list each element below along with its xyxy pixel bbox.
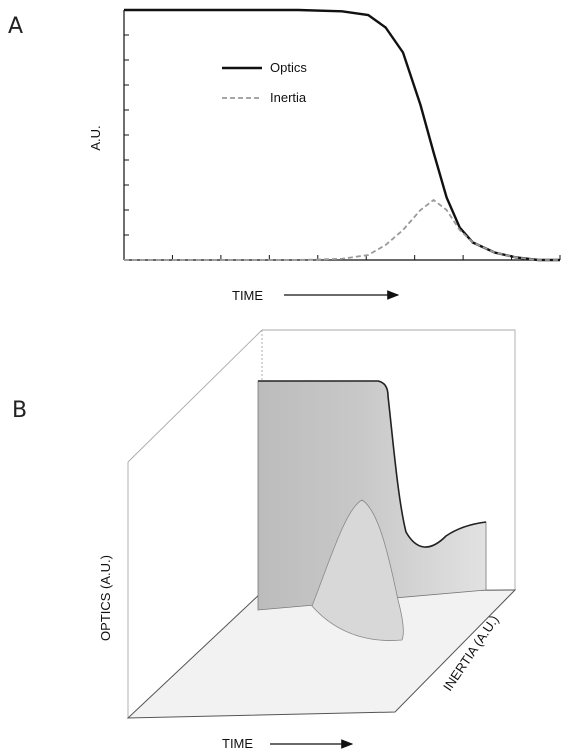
legend-label-optics: Optics: [270, 60, 307, 75]
panel-label-b: B: [12, 398, 28, 423]
panel-label-a: A: [8, 14, 24, 39]
surface-optics-ridge: [258, 380, 487, 548]
surface-inertia-peak: [311, 499, 404, 641]
series-line-inertia: [124, 198, 560, 261]
back-wall-edges: [262, 329, 516, 590]
box-wireframe: [127, 329, 516, 718]
surface: [257, 380, 487, 641]
y-axis-label-3d: OPTICS (A.U.): [98, 555, 113, 641]
y-axis-label: A.U.: [88, 125, 103, 150]
x-axis-label-3d: TIME: [222, 736, 253, 751]
top-left-diagonal: [127, 329, 263, 463]
x-axis-label: TIME: [232, 288, 263, 303]
legend-label-inertia: Inertia: [270, 90, 307, 105]
line-chart: Optics Inertia A.U. TIME: [88, 8, 561, 303]
legend: Optics Inertia: [222, 60, 307, 105]
